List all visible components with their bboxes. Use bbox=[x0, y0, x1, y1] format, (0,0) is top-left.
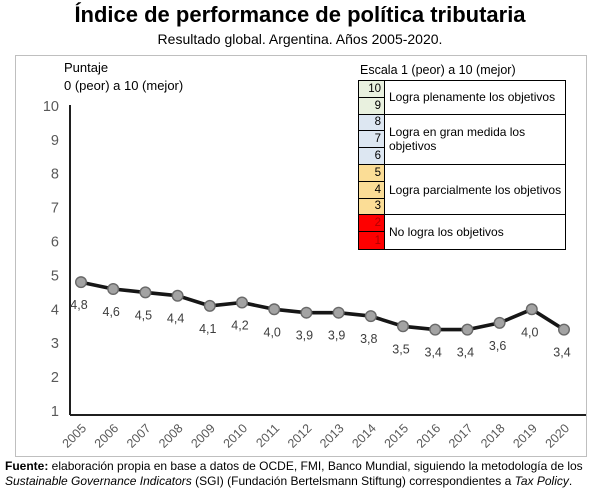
data-label-2012: 3,9 bbox=[296, 329, 313, 343]
data-point-2013 bbox=[332, 306, 345, 319]
data-point-2010 bbox=[235, 296, 248, 309]
data-point-2016 bbox=[429, 323, 442, 336]
data-point-2020 bbox=[558, 323, 571, 336]
data-label-2008: 4,4 bbox=[167, 312, 184, 326]
data-label-2014: 3,8 bbox=[360, 332, 377, 346]
data-point-2005 bbox=[75, 276, 88, 289]
x-tick-label: 2015 bbox=[382, 421, 412, 451]
y-tick-label: 9 bbox=[51, 133, 59, 149]
legend-scale-cell-2: 2 bbox=[359, 215, 385, 233]
data-label-2009: 4,1 bbox=[199, 322, 216, 336]
y-axis-note-line1: Puntaje bbox=[64, 60, 109, 75]
x-tick-label: 2005 bbox=[60, 421, 90, 451]
y-tick-label: 2 bbox=[51, 370, 59, 386]
data-point-2008 bbox=[171, 289, 184, 302]
source-note: Fuente: elaboración propia en base a dat… bbox=[5, 459, 597, 489]
legend-group-label: No logra los objetivos bbox=[389, 225, 504, 240]
y-tick-label: 3 bbox=[51, 336, 59, 352]
x-tick-label: 2014 bbox=[349, 421, 379, 451]
data-label-2018: 3,6 bbox=[489, 339, 506, 353]
page-subtitle: Resultado global. Argentina. Años 2005-2… bbox=[157, 31, 443, 47]
legend-scale-cell-9: 9 bbox=[359, 97, 385, 115]
chart-panel: 1 2 3 4 5 6 7 8 9 10 2005 2006 2007 2008 2009 2010 2011 2… bbox=[15, 55, 587, 457]
data-label-2010: 4,2 bbox=[231, 319, 248, 333]
y-tick-label: 10 bbox=[43, 99, 59, 115]
legend-scale-cell-6: 6 bbox=[359, 148, 385, 165]
legend-table: 10 9 Logra plenamente los objetivos 8 7 6 Logr… bbox=[358, 80, 566, 250]
y-tick-label: 6 bbox=[51, 235, 59, 251]
data-point-2018 bbox=[493, 316, 506, 329]
legend-scale-cell-7: 7 bbox=[359, 131, 385, 149]
data-label-2005: 4,8 bbox=[70, 298, 87, 312]
x-tick-label: 2019 bbox=[510, 421, 540, 451]
legend-scale-cell-5: 5 bbox=[359, 164, 385, 182]
legend-group-label: Logra en gran medida los objetivos bbox=[385, 115, 565, 165]
x-tick-label: 2017 bbox=[446, 421, 476, 451]
data-point-2017 bbox=[461, 323, 474, 336]
data-label-2013: 3,9 bbox=[328, 329, 345, 343]
y-tick-label: 1 bbox=[51, 404, 59, 420]
x-tick-label: 2018 bbox=[478, 421, 508, 451]
x-tick-label: 2011 bbox=[253, 421, 282, 450]
source-note-line: Sustainable Governance Indicators (SGI) … bbox=[5, 474, 573, 488]
x-tick-label: 2008 bbox=[156, 421, 186, 451]
x-tick-label: 2007 bbox=[124, 421, 154, 451]
legend-group-label: Logra parcialmente los objetivos bbox=[385, 165, 565, 216]
legend-header: Escala 1 (peor) a 10 (mejor) bbox=[360, 63, 516, 77]
x-tick-label: 2013 bbox=[317, 421, 347, 451]
x-tick-label: 2006 bbox=[92, 421, 122, 451]
data-label-2006: 4,6 bbox=[103, 305, 120, 319]
legend-group-label: Logra plenamente los objetivos bbox=[385, 81, 565, 115]
y-tick-label: 5 bbox=[51, 268, 59, 284]
data-label-2016: 3,4 bbox=[425, 346, 442, 360]
legend-scale-cell-3: 3 bbox=[359, 198, 385, 216]
x-tick-label: 2020 bbox=[543, 421, 573, 451]
data-point-2006 bbox=[107, 282, 120, 295]
y-tick-label: 7 bbox=[51, 201, 59, 217]
source-note-line: Fuente: elaboración propia en base a dat… bbox=[5, 459, 583, 473]
x-tick-label: 2009 bbox=[188, 421, 218, 451]
x-tick-label: 2016 bbox=[414, 421, 444, 451]
data-label-2007: 4,5 bbox=[135, 308, 152, 322]
data-point-2019 bbox=[525, 303, 538, 316]
data-point-2009 bbox=[203, 299, 216, 312]
series-line bbox=[79, 280, 566, 332]
y-tick-label: 4 bbox=[51, 302, 59, 318]
x-tick-label: 2012 bbox=[285, 421, 315, 451]
data-point-2014 bbox=[364, 310, 377, 323]
data-label-2019: 4,0 bbox=[521, 325, 538, 339]
data-point-2011 bbox=[268, 303, 281, 316]
data-label-2017: 3,4 bbox=[457, 346, 474, 360]
data-label-2011: 4,0 bbox=[264, 325, 281, 339]
y-axis-note-line2: 0 (peor) a 10 (mejor) bbox=[64, 77, 184, 93]
x-tick-label: 2010 bbox=[221, 421, 251, 451]
legend-scale-cell-8: 8 bbox=[359, 114, 385, 132]
data-point-2015 bbox=[397, 320, 410, 333]
data-label-2020: 3,4 bbox=[553, 346, 570, 360]
data-point-2012 bbox=[300, 306, 313, 319]
data-label-2015: 3,5 bbox=[392, 342, 409, 356]
legend-scale-cell-4: 4 bbox=[359, 181, 385, 199]
legend-scale-cell-1: 1 bbox=[359, 232, 385, 249]
y-axis-note: Puntaje 0 (peor) a 10 (mejor) bbox=[64, 59, 183, 94]
page-title: Índice de performance de política tribut… bbox=[74, 2, 526, 27]
y-tick-label: 8 bbox=[51, 167, 59, 183]
data-point-2007 bbox=[139, 286, 152, 299]
legend-scale-cell-10: 10 bbox=[359, 81, 385, 98]
